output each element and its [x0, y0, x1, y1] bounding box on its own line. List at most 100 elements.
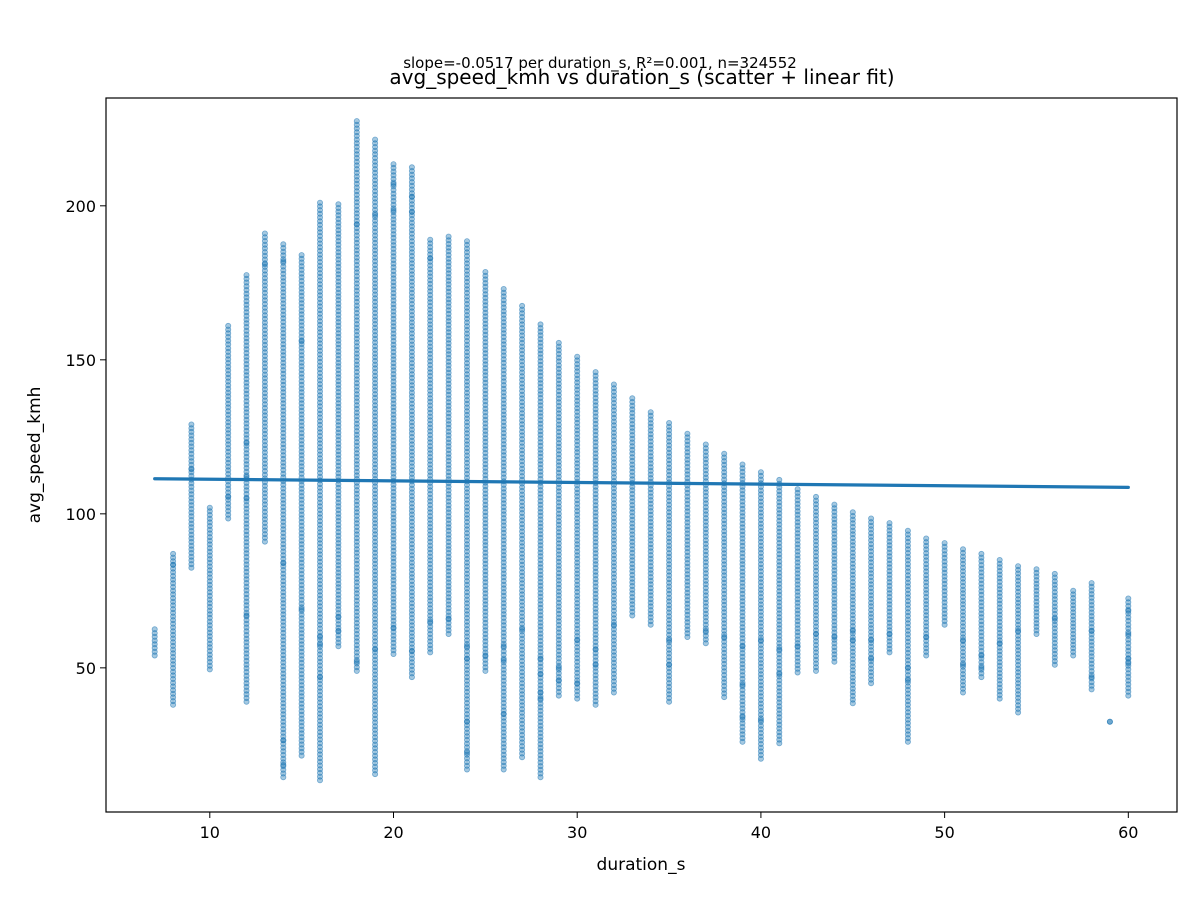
scatter-point — [408, 208, 415, 215]
scatter-point — [629, 395, 636, 402]
point-column — [353, 118, 360, 674]
scatter-point — [225, 322, 232, 329]
scatter-point — [519, 302, 526, 309]
scatter-point — [592, 646, 599, 653]
scatter-point — [353, 221, 360, 228]
scatter-point — [574, 637, 581, 644]
scatter-point — [280, 258, 287, 265]
scatter-point — [1125, 631, 1132, 638]
scatter-point — [555, 339, 562, 346]
scatter-points — [151, 118, 1132, 784]
scatter-point — [261, 261, 268, 268]
scatter-point — [372, 646, 379, 653]
scatter-point — [647, 409, 654, 416]
scatter-point — [666, 661, 673, 668]
scatter-point — [427, 236, 434, 243]
scatter-point — [960, 546, 967, 553]
point-column — [390, 161, 397, 658]
point-column — [261, 230, 268, 545]
point-column — [206, 504, 213, 673]
scatter-point — [1125, 595, 1132, 602]
point-column — [666, 419, 673, 705]
scatter-point — [849, 637, 856, 644]
scatter-point — [849, 509, 856, 516]
scatter-point — [390, 161, 397, 168]
scatter-point — [757, 469, 764, 476]
point-column — [225, 322, 232, 522]
scatter-point — [996, 640, 1003, 647]
point-column — [684, 430, 691, 641]
point-column — [721, 450, 728, 701]
scatter-point — [335, 614, 342, 621]
scatter-point — [243, 439, 250, 446]
scatter-point — [1088, 674, 1095, 681]
scatter-point — [463, 643, 470, 650]
point-column — [151, 626, 158, 659]
point-column — [831, 501, 838, 665]
scatter-point — [316, 199, 323, 206]
scatter-point — [1051, 615, 1058, 622]
scatter-point — [316, 641, 323, 648]
scatter-point — [316, 674, 323, 681]
point-column — [1033, 566, 1040, 638]
scatter-point — [280, 560, 287, 567]
point-column — [1070, 587, 1077, 659]
scatter-point — [610, 621, 617, 628]
scatter-point — [904, 664, 911, 671]
scatter-point — [702, 441, 709, 448]
scatter-point — [225, 493, 232, 500]
scatter-point — [941, 540, 948, 547]
point-column — [1015, 563, 1022, 716]
point-column — [574, 353, 581, 702]
x-tick-label: 30 — [567, 823, 587, 842]
point-column — [298, 252, 305, 759]
point-column — [702, 441, 709, 647]
scatter-point — [886, 631, 893, 638]
scatter-point — [666, 419, 673, 426]
x-tick-label: 10 — [200, 823, 220, 842]
point-column — [941, 540, 948, 628]
scatter-point — [280, 737, 287, 744]
scatter-point — [592, 661, 599, 668]
point-column — [555, 339, 562, 699]
scatter-point — [353, 118, 360, 125]
scatter-point — [555, 664, 562, 671]
scatter-point — [776, 646, 783, 653]
point-column — [794, 486, 801, 676]
point-column — [445, 233, 452, 638]
scatter-point — [868, 515, 875, 522]
scatter-point — [757, 637, 764, 644]
point-column — [629, 395, 636, 619]
scatter-point — [904, 527, 911, 534]
point-column — [537, 321, 544, 781]
scatter-point — [1125, 607, 1132, 614]
scatter-point — [1088, 580, 1095, 587]
point-column — [776, 476, 783, 747]
scatter-point — [592, 369, 599, 376]
scatter-point — [923, 535, 930, 542]
scatter-point — [978, 550, 985, 557]
x-axis-label: duration_s — [597, 855, 686, 875]
scatter-point — [188, 466, 195, 473]
scatter-point — [151, 626, 158, 633]
scatter-point — [372, 211, 379, 218]
scatter-point — [886, 520, 893, 527]
scatter-point — [408, 164, 415, 171]
point-column — [904, 527, 911, 745]
scatter-point — [390, 207, 397, 214]
point-column — [647, 409, 654, 628]
scatter-point — [482, 652, 489, 659]
scatter-point — [721, 634, 728, 641]
scatter-point — [298, 606, 305, 613]
scatter-point — [445, 615, 452, 622]
point-column — [408, 164, 415, 681]
scatter-point — [280, 761, 287, 768]
point-column — [923, 535, 930, 659]
scatter-point — [1015, 627, 1022, 634]
scatter-point — [776, 476, 783, 483]
scatter-point — [500, 657, 507, 664]
scatter-point — [243, 272, 250, 279]
scatter-point — [500, 285, 507, 292]
scatter-point — [170, 561, 177, 568]
